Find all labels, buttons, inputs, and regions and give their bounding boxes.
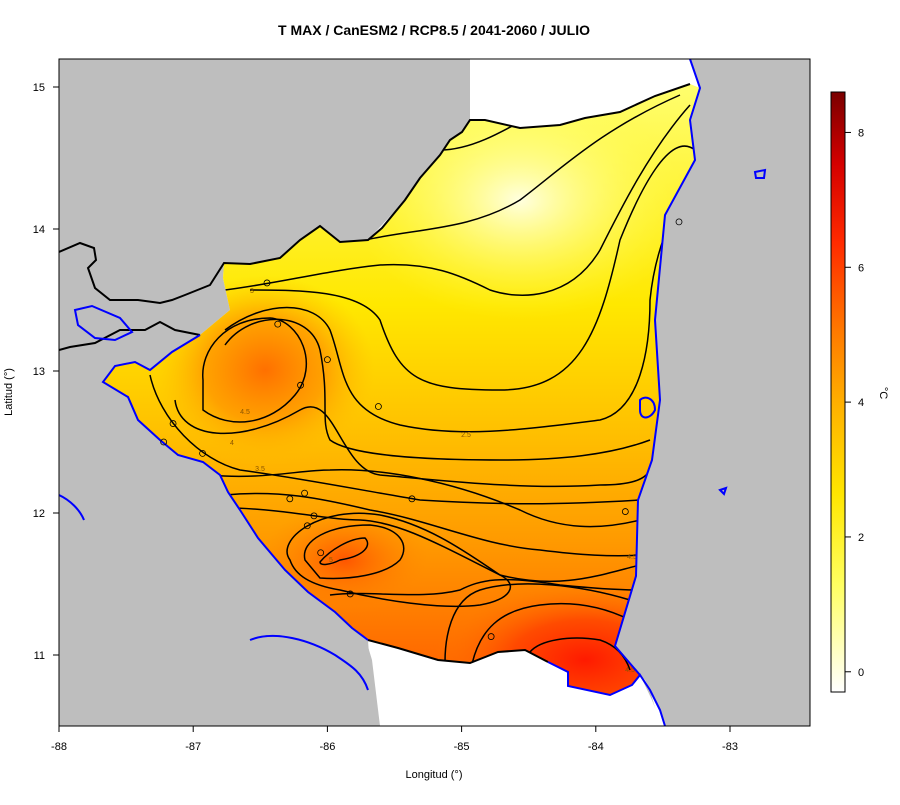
x-tick-label: -87 bbox=[185, 741, 201, 753]
colorbar-tick-label: 4 bbox=[858, 397, 864, 409]
station-marker bbox=[286, 495, 294, 503]
contour-label: 4.5 bbox=[627, 554, 637, 561]
colorbar-tick-label: 0 bbox=[858, 667, 864, 679]
national-borders bbox=[59, 83, 691, 665]
station-marker bbox=[310, 512, 318, 520]
y-tick-label: 13 bbox=[33, 366, 45, 378]
y-tick-label: 12 bbox=[33, 508, 45, 520]
station-marker bbox=[675, 218, 683, 226]
x-tick-label: -85 bbox=[454, 741, 470, 753]
y-tick-label: 11 bbox=[34, 650, 45, 662]
colorbar-ramp bbox=[830, 91, 846, 693]
contour-label: 3 bbox=[250, 288, 254, 295]
map-layers: 3 4.5 4 3.5 2.5 5 4.5 4.5 bbox=[59, 59, 810, 726]
contour-label: 4 bbox=[230, 440, 234, 447]
x-axis-label: Longitud (°) bbox=[406, 769, 463, 781]
x-axis: -88 -87 -86 -85 -84 -83 bbox=[51, 725, 738, 753]
colorbar-tick-label: 2 bbox=[858, 532, 864, 544]
station-marker bbox=[199, 449, 206, 457]
x-tick-label: -84 bbox=[588, 741, 604, 753]
contour-label: 4.5 bbox=[240, 409, 250, 416]
station-marker bbox=[346, 590, 354, 598]
colorbar: 0 2 4 6 8 °C bbox=[830, 91, 889, 693]
station-marker bbox=[297, 381, 304, 389]
station-marker bbox=[169, 420, 177, 427]
land-neighbors-west bbox=[59, 59, 660, 726]
contour-lines bbox=[149, 94, 696, 671]
station-marker bbox=[487, 633, 495, 640]
station-marker bbox=[303, 522, 311, 530]
land-east-panel bbox=[615, 59, 810, 726]
x-tick-label: -88 bbox=[51, 741, 67, 753]
x-tick-label: -83 bbox=[722, 741, 738, 753]
contour-labels: 3 4.5 4 3.5 2.5 5 4.5 4.5 bbox=[230, 288, 637, 674]
station-marker bbox=[323, 356, 331, 364]
station-marker bbox=[621, 508, 629, 515]
y-tick-label: 14 bbox=[33, 224, 45, 236]
station-marker bbox=[374, 403, 382, 410]
x-tick-label: -86 bbox=[319, 741, 335, 753]
land-south-white-gap bbox=[368, 640, 662, 726]
y-tick-label: 15 bbox=[33, 82, 45, 94]
station-marker bbox=[317, 549, 325, 557]
coastline bbox=[59, 59, 767, 726]
contour-label: 5 bbox=[329, 557, 333, 564]
colorbar-tick-label: 8 bbox=[858, 127, 864, 139]
land-north-white-gap bbox=[470, 59, 700, 128]
y-axis: 11 12 13 14 15 bbox=[33, 82, 60, 662]
station-marker bbox=[301, 489, 308, 497]
colorbar-tick-label: 6 bbox=[858, 262, 864, 274]
map-title: T MAX / CanESM2 / RCP8.5 / 2041-2060 / J… bbox=[278, 22, 590, 38]
colorbar-unit: °C bbox=[877, 387, 889, 399]
station-marker bbox=[408, 495, 416, 503]
station-marker bbox=[274, 320, 282, 328]
contour-label: 3.5 bbox=[255, 466, 265, 473]
contour-label: 4.5 bbox=[625, 667, 635, 674]
station-marker bbox=[263, 279, 271, 287]
y-axis-label: Latitud (°) bbox=[3, 368, 15, 416]
stations-layer bbox=[160, 218, 683, 640]
contour-label: 2.5 bbox=[461, 432, 471, 439]
station-marker bbox=[160, 438, 168, 446]
